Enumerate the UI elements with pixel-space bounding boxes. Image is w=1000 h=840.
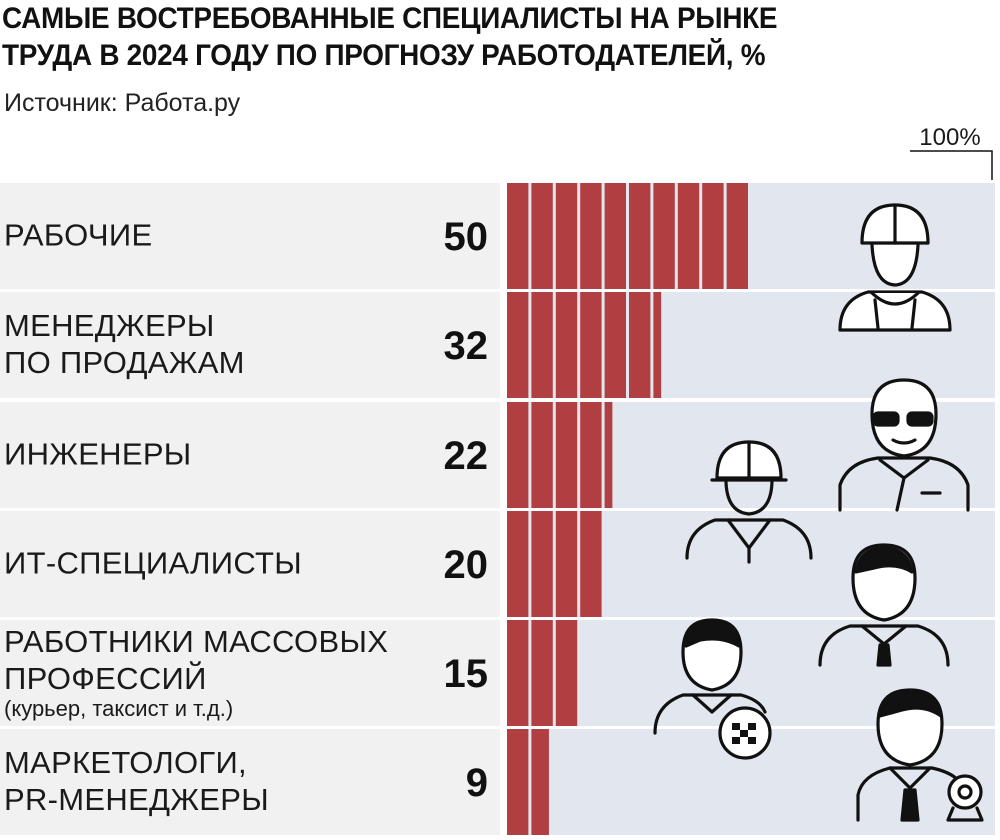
bar-segment	[604, 183, 626, 289]
bar-segment	[702, 183, 724, 289]
bar-segment	[507, 402, 529, 508]
bar-segment	[531, 292, 553, 398]
bar-segment	[653, 292, 662, 398]
bar-segment	[555, 511, 578, 617]
category-label-line: ИТ-СПЕЦИАЛИСТЫ	[4, 546, 302, 581]
category-label: МАРКЕТОЛОГИ, PR-МЕНЕДЖЕРЫ	[4, 745, 269, 817]
category-label-line: МЕНЕДЖЕРЫ	[4, 308, 215, 343]
chart-title: САМЫЕ ВОСТРЕБОВАННЫЕ СПЕЦИАЛИСТЫ НА РЫНК…	[2, 0, 928, 74]
bar-segment	[580, 183, 602, 289]
bar-segment	[580, 292, 602, 398]
bar-segment	[507, 511, 529, 617]
source-note: Источник: Работа.ру	[4, 89, 241, 117]
category-label: ИТ-СПЕЦИАЛИСТЫ	[4, 546, 302, 581]
value-label: 9	[466, 761, 488, 805]
value-label: 15	[444, 652, 489, 696]
category-label: МЕНЕДЖЕРЫ ПО ПРОДАЖАМ	[4, 308, 245, 380]
sunglasses-man-icon	[840, 380, 968, 510]
bar-segment	[531, 620, 553, 726]
bar-segment	[531, 402, 553, 508]
bar-segment	[580, 511, 602, 617]
bar-segment	[604, 292, 626, 398]
bar-segment	[726, 183, 748, 289]
value-label: 32	[444, 324, 489, 368]
row-2: МЕНЕДЖЕРЫ ПО ПРОДАЖАМ 32	[0, 292, 995, 398]
bar-segment	[507, 183, 529, 289]
value-label: 22	[444, 434, 489, 478]
bar	[507, 402, 613, 508]
category-label-line: ПО ПРОДАЖАМ	[4, 345, 245, 380]
row-6: МАРКЕТОЛОГИ, PR-МЕНЕДЖЕРЫ 9	[0, 729, 995, 835]
bar-segment	[531, 729, 549, 835]
max-marker: 100%	[910, 124, 993, 180]
bar	[507, 183, 748, 289]
bar-segment	[580, 402, 602, 508]
max-label: 100%	[919, 124, 980, 151]
chart-rows: РАБОЧИЕ 50 МЕНЕДЖЕРЫ ПО ПРОДАЖАМ 32 ИНЖЕНЕРЫ 2…	[0, 183, 995, 835]
category-label-line: ПРОФЕССИЙ	[4, 660, 207, 696]
category-label-line: МАРКЕТОЛОГИ,	[4, 745, 247, 780]
bar-segment	[531, 183, 553, 289]
row-background	[0, 729, 500, 835]
row-5: РАБОТНИКИ МАССОВЫХ ПРОФЕССИЙ(курьер, такс…	[0, 620, 995, 726]
category-note: (курьер, таксист и т.д.)	[4, 696, 233, 721]
max-bracket	[910, 150, 993, 180]
category-label-line: РАБОТНИКИ МАССОВЫХ	[4, 624, 388, 659]
row-background	[0, 511, 500, 617]
bar-segment	[555, 292, 578, 398]
bar-segment	[507, 620, 529, 726]
taxi-driver-icon	[655, 620, 770, 758]
bar-segment	[555, 402, 578, 508]
bar-segment	[653, 183, 675, 289]
category-label-line: РАБОЧИЕ	[4, 218, 152, 253]
engineer-helmet-icon	[687, 442, 811, 562]
row-3: ИНЖЕНЕРЫ 22	[0, 402, 995, 508]
bar-segment	[507, 729, 529, 835]
bar-segment	[629, 183, 651, 289]
bar-segment	[555, 620, 578, 726]
row-background	[0, 402, 500, 508]
value-label: 20	[444, 543, 489, 587]
category-label: РАБОЧИЕ	[4, 218, 152, 253]
hardhat-worker-icon	[840, 205, 950, 330]
row-background	[0, 620, 500, 726]
row-4: ИТ-СПЕЦИАЛИСТЫ 20	[0, 511, 995, 617]
manager-webcam-icon	[858, 690, 982, 820]
bar-segment	[604, 402, 613, 508]
title-line-2: ТРУДА В 2024 ГОДУ ПО ПРОГНОЗУ РАБОТОДАТЕ…	[2, 39, 766, 72]
bar-segment	[507, 292, 529, 398]
value-label: 50	[444, 215, 489, 259]
bar-segment	[531, 511, 553, 617]
bar-segment	[555, 183, 578, 289]
businessman-icon	[820, 545, 948, 665]
row-1: РАБОЧИЕ 50	[0, 183, 995, 289]
row-background	[0, 183, 500, 289]
row-background	[0, 292, 500, 398]
category-label: РАБОТНИКИ МАССОВЫХ ПРОФЕССИЙ	[4, 624, 388, 696]
category-label-line: ИНЖЕНЕРЫ	[4, 437, 192, 472]
bar-segment	[629, 292, 651, 398]
bar	[507, 620, 578, 726]
title-line-1: САМЫЕ ВОСТРЕБОВАННЫЕ СПЕЦИАЛИСТЫ НА РЫНК…	[2, 2, 778, 35]
category-label: ИНЖЕНЕРЫ	[4, 437, 192, 472]
bar	[507, 511, 602, 617]
category-label-line: PR-МЕНЕДЖЕРЫ	[4, 782, 269, 817]
bar-segment	[677, 183, 700, 289]
bar	[507, 729, 549, 835]
bar	[507, 292, 662, 398]
